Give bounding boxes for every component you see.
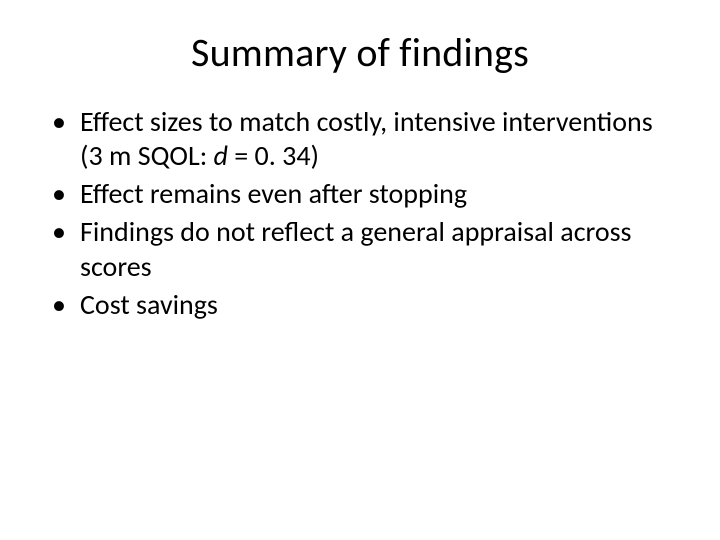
bullet-text-italic: d: [214, 138, 228, 173]
bullet-text-pre: Effect sizes to match costly, intensive …: [80, 104, 653, 173]
list-item: Effect sizes to match costly, intensive …: [46, 105, 680, 173]
list-item: Findings do not reflect a general apprai…: [46, 215, 680, 283]
list-item: Cost savings: [46, 288, 680, 322]
bullet-list: Effect sizes to match costly, intensive …: [46, 105, 680, 322]
bullet-text-post: = 0. 34): [228, 138, 319, 173]
slide-title: Summary of findings: [40, 28, 680, 77]
bullet-text-pre: Effect remains even after stopping: [80, 176, 467, 211]
bullet-text-pre: Findings do not reflect a general apprai…: [80, 214, 632, 283]
list-item: Effect remains even after stopping: [46, 177, 680, 211]
slide: Summary of findings Effect sizes to matc…: [0, 0, 720, 540]
bullet-text-pre: Cost savings: [80, 287, 218, 322]
